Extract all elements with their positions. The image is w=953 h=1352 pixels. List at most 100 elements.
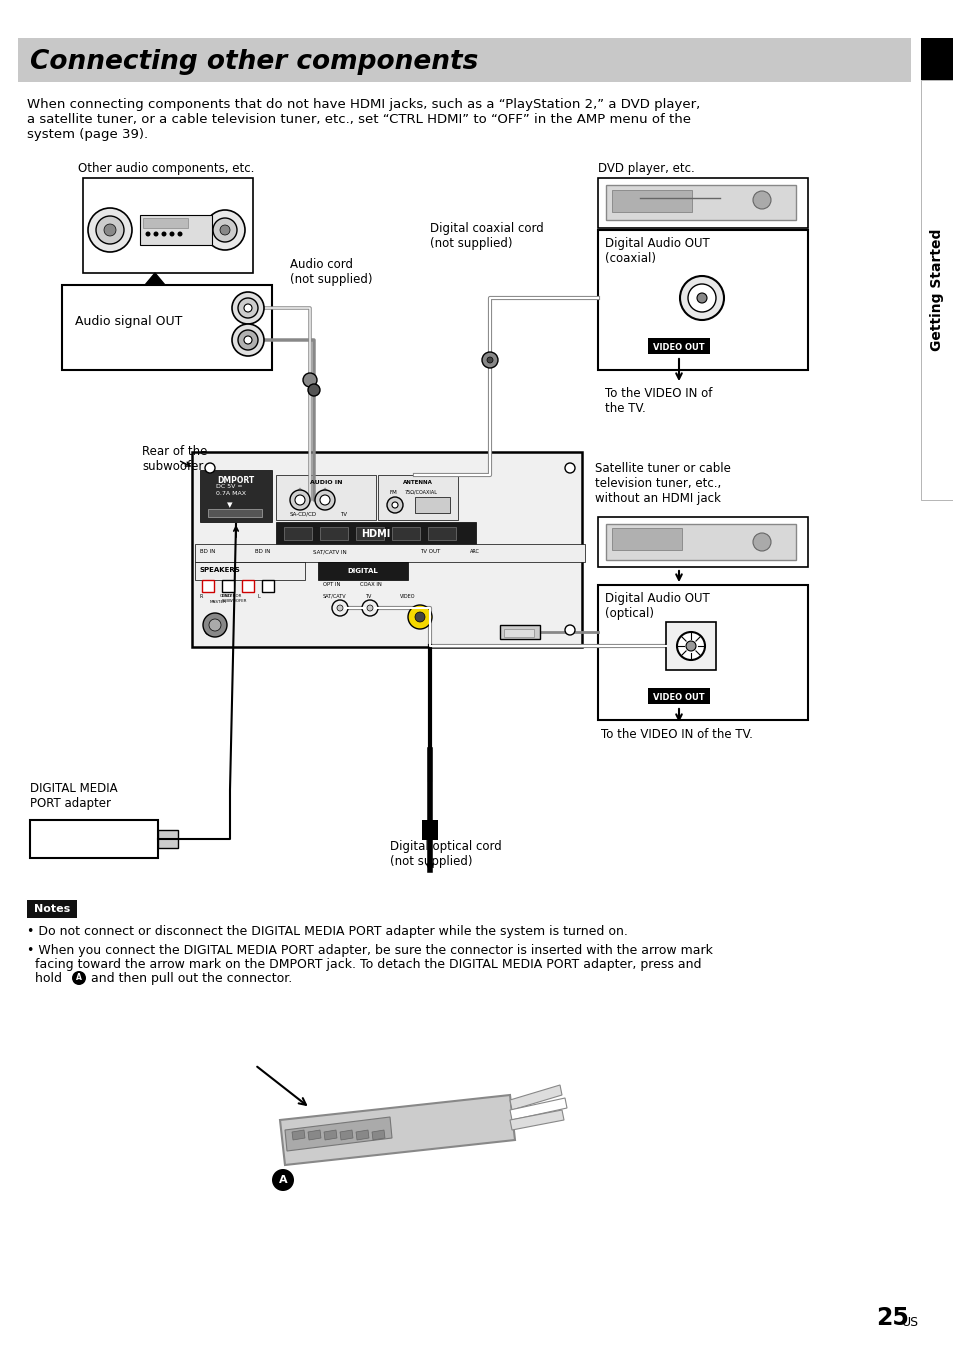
Text: BD IN: BD IN — [200, 549, 215, 554]
Bar — [920, 80, 953, 500]
Text: FM: FM — [390, 489, 397, 495]
Text: US: US — [901, 1317, 918, 1329]
Circle shape — [153, 231, 158, 237]
Text: DVD player, etc.: DVD player, etc. — [598, 162, 694, 174]
Bar — [30, 821, 158, 859]
Circle shape — [367, 604, 373, 611]
Circle shape — [336, 604, 343, 611]
Text: SUBWOOFER: SUBWOOFER — [222, 599, 247, 603]
Text: and then pull out the connector.: and then pull out the connector. — [87, 972, 292, 986]
Bar — [18, 38, 910, 82]
Bar — [83, 178, 253, 273]
Bar — [647, 688, 709, 704]
Circle shape — [308, 384, 319, 396]
Bar — [222, 580, 233, 592]
Circle shape — [314, 489, 335, 510]
Text: DIGITAL MEDIA
PORT adapter: DIGITAL MEDIA PORT adapter — [30, 781, 117, 810]
Polygon shape — [510, 1086, 561, 1110]
Text: To the VIDEO IN of the TV.: To the VIDEO IN of the TV. — [600, 727, 752, 741]
Circle shape — [677, 631, 704, 660]
Bar — [598, 516, 807, 566]
Text: hold: hold — [27, 972, 66, 986]
Circle shape — [679, 276, 723, 320]
Circle shape — [319, 495, 330, 506]
Circle shape — [290, 489, 310, 510]
Text: SPEAKERS: SPEAKERS — [200, 566, 240, 573]
Circle shape — [486, 357, 493, 362]
Text: Getting Started: Getting Started — [929, 228, 943, 352]
Bar — [194, 544, 584, 562]
Bar — [208, 508, 262, 516]
Circle shape — [303, 373, 316, 387]
Circle shape — [294, 495, 305, 506]
Polygon shape — [339, 1130, 353, 1140]
Text: 0.7A MAX: 0.7A MAX — [215, 491, 246, 496]
Text: Notes: Notes — [34, 904, 71, 914]
Circle shape — [752, 533, 770, 552]
Circle shape — [205, 462, 214, 473]
Circle shape — [685, 641, 696, 652]
Circle shape — [170, 231, 174, 237]
Text: SAT/CATV IN: SAT/CATV IN — [313, 549, 346, 554]
Bar — [499, 625, 539, 639]
Bar — [143, 218, 188, 228]
Text: BD IN: BD IN — [254, 549, 270, 554]
Circle shape — [71, 971, 86, 986]
Bar — [421, 821, 437, 840]
Circle shape — [332, 600, 348, 617]
Text: L: L — [257, 594, 260, 599]
Text: TV OUT: TV OUT — [419, 549, 439, 554]
Text: Audio signal OUT: Audio signal OUT — [75, 315, 182, 327]
Circle shape — [213, 218, 236, 242]
Text: DMPORT: DMPORT — [217, 476, 254, 485]
Bar — [503, 629, 534, 637]
Circle shape — [481, 352, 497, 368]
Bar — [275, 522, 476, 544]
Polygon shape — [145, 273, 165, 285]
Circle shape — [209, 619, 221, 631]
Text: A: A — [278, 1175, 287, 1184]
Text: • Do not connect or disconnect the DIGITAL MEDIA PORT adapter while the system i: • Do not connect or disconnect the DIGIT… — [27, 925, 627, 938]
Bar — [194, 562, 305, 580]
Bar — [415, 498, 450, 512]
Bar — [158, 830, 178, 848]
Circle shape — [564, 462, 575, 473]
Text: R: R — [200, 594, 203, 599]
Text: Digital Audio OUT
(optical): Digital Audio OUT (optical) — [604, 592, 709, 621]
Bar — [284, 527, 312, 539]
Circle shape — [244, 304, 252, 312]
Circle shape — [408, 604, 432, 629]
Text: VIDEO: VIDEO — [399, 594, 416, 599]
Polygon shape — [285, 1117, 392, 1151]
Text: Satellite tuner or cable
television tuner, etc.,
without an HDMI jack: Satellite tuner or cable television tune… — [595, 462, 730, 506]
Circle shape — [272, 1169, 294, 1191]
Circle shape — [237, 297, 257, 318]
Text: Rear of the
subwoofer: Rear of the subwoofer — [142, 445, 207, 473]
Circle shape — [88, 208, 132, 251]
Text: Other audio components, etc.: Other audio components, etc. — [78, 162, 254, 174]
Bar — [355, 527, 384, 539]
Polygon shape — [510, 1098, 566, 1119]
Circle shape — [232, 292, 264, 324]
Circle shape — [203, 612, 227, 637]
Circle shape — [387, 498, 402, 512]
Bar — [598, 230, 807, 370]
Text: VIDEO OUT: VIDEO OUT — [653, 692, 704, 702]
Circle shape — [415, 612, 424, 622]
Text: ANTENNA: ANTENNA — [402, 480, 433, 485]
Circle shape — [205, 210, 245, 250]
Polygon shape — [308, 1130, 320, 1140]
Bar — [428, 527, 456, 539]
Bar — [275, 475, 375, 521]
Circle shape — [104, 224, 116, 237]
Polygon shape — [355, 1130, 369, 1140]
Bar — [262, 580, 274, 592]
Text: VIDEO OUT: VIDEO OUT — [653, 342, 704, 352]
Bar — [612, 191, 691, 212]
Circle shape — [244, 337, 252, 343]
Bar — [605, 525, 795, 560]
Text: HDMI: HDMI — [361, 529, 390, 539]
Text: AUDIO IN: AUDIO IN — [310, 480, 342, 485]
Bar — [140, 215, 212, 245]
Text: MASTER: MASTER — [210, 600, 227, 604]
